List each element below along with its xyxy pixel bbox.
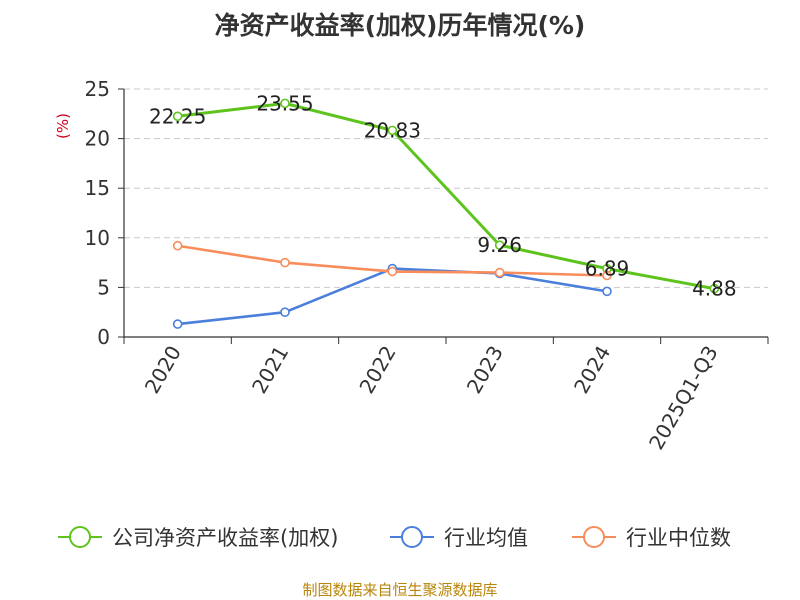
legend-label: 公司净资产收益率(加权) xyxy=(112,526,338,550)
x-tick-label: 2024 xyxy=(569,342,615,398)
data-point xyxy=(494,240,505,250)
data-label: 9.26 xyxy=(477,233,522,257)
data-point xyxy=(280,98,290,109)
data-point xyxy=(280,257,290,268)
y-tick-label: 25 xyxy=(85,77,110,101)
data-label: 4.88 xyxy=(692,277,737,301)
chart-title: 净资产收益率(加权)历年情况(%) xyxy=(214,11,586,40)
y-tick-label: 20 xyxy=(85,127,110,151)
legend-marker xyxy=(401,526,423,548)
y-axis-label: (%) xyxy=(54,113,72,139)
data-point xyxy=(172,319,183,329)
legend-label: 行业均值 xyxy=(444,526,528,550)
data-label: 22.25 xyxy=(149,104,206,128)
source-footer: 制图数据来自恒生聚源数据库 xyxy=(302,581,498,599)
legend: 公司净资产收益率(加权) 行业均值 行业中位数 xyxy=(58,526,731,550)
x-tick-label: 2025Q1-Q3 xyxy=(644,342,723,454)
x-tick-label: 2020 xyxy=(140,342,186,398)
data-point xyxy=(172,111,183,122)
data-point xyxy=(494,267,505,278)
x-tick-label: 2021 xyxy=(247,342,293,398)
series-lines xyxy=(172,98,720,329)
y-tick-label: 15 xyxy=(85,176,110,200)
data-label: 20.83 xyxy=(364,118,421,142)
series-line-2 xyxy=(176,267,609,326)
y-tick-label: 10 xyxy=(85,226,110,250)
x-tick-label: 2022 xyxy=(354,342,400,398)
data-label: 6.89 xyxy=(585,257,630,281)
data-point xyxy=(280,307,290,318)
legend-marker xyxy=(69,526,91,548)
legend-marker xyxy=(583,526,605,548)
data-point xyxy=(602,270,612,281)
x-tick-label: 2023 xyxy=(462,342,508,398)
data-point xyxy=(387,266,398,277)
series-line-1 xyxy=(176,101,716,291)
data-point xyxy=(602,286,612,297)
y-tick-label: 5 xyxy=(97,275,110,299)
legend-label: 行业中位数 xyxy=(626,526,731,550)
data-point xyxy=(172,240,183,251)
y-tick-label: 0 xyxy=(97,325,110,349)
data-label: 23.55 xyxy=(256,91,313,115)
data-point xyxy=(387,125,398,136)
data-labels: 22.25 23.55 20.83 9.26 6.89 4.88 xyxy=(149,91,737,300)
data-point xyxy=(709,283,720,294)
